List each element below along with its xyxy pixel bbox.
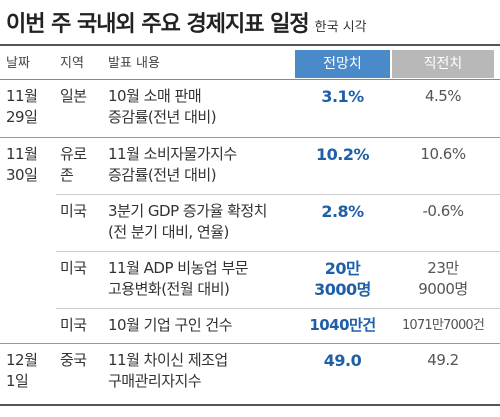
- content-line: 구매관리자지수: [108, 372, 202, 390]
- forecast-value: 10.2%: [315, 145, 370, 164]
- row-content: 11월 소비자물가지수 증감률(전년 대비): [108, 144, 293, 186]
- page-title: 이번 주 국내외 주요 경제지표 일정 한국 시각: [6, 6, 367, 38]
- content-line: 증감률(전년 대비): [108, 108, 217, 126]
- previous-value: 10.6%: [420, 145, 466, 163]
- date-line: 11월: [6, 145, 38, 163]
- forecast-value: 1040만건: [309, 316, 376, 334]
- row-content: 11월 차이신 제조업 구매관리자지수: [108, 350, 293, 392]
- date-line: 11월: [6, 87, 38, 105]
- row-previous: 1071만7000건: [392, 315, 494, 336]
- row-divider: [56, 251, 500, 252]
- row-region: 미국: [60, 201, 104, 222]
- header-forecast: 전망치: [295, 50, 390, 78]
- region-line: 중국: [60, 351, 87, 369]
- header-region: 지역: [60, 56, 84, 71]
- forecast-value: 20만: [324, 259, 361, 278]
- content-line: 고용변화(전월 대비): [108, 280, 230, 298]
- region-line: 미국: [60, 316, 87, 334]
- region-line: 미국: [60, 202, 87, 220]
- previous-value: 9000명: [418, 280, 468, 298]
- content-line: 3분기 GDP 증가율 확정치: [108, 202, 267, 220]
- row-date: 12월 1일: [6, 350, 56, 392]
- content-line: (전 분기 대비, 연율): [108, 223, 229, 241]
- header-divider: [0, 79, 500, 80]
- row-forecast: 3.1%: [295, 86, 390, 107]
- row-content: 11월 ADP 비농업 부문 고용변화(전월 대비): [108, 258, 293, 300]
- row-content: 10월 기업 구인 건수: [108, 315, 293, 336]
- forecast-value: 49.0: [323, 351, 362, 370]
- row-region: 중국: [60, 350, 104, 371]
- header-date: 날짜: [6, 56, 30, 71]
- header-rule: [0, 44, 500, 46]
- content-line: 11월 ADP 비농업 부문: [108, 259, 249, 277]
- row-previous: 4.5%: [392, 86, 494, 107]
- header-previous: 직전치: [392, 50, 494, 78]
- row-forecast: 20만 3000명: [295, 258, 390, 300]
- row-divider: [0, 343, 500, 344]
- row-date: 11월 30일: [6, 144, 56, 186]
- forecast-value: 3000명: [314, 280, 371, 299]
- row-previous: 49.2: [392, 350, 494, 371]
- region-line: 미국: [60, 259, 87, 277]
- date-line: 29일: [6, 108, 38, 126]
- region-line: 존: [60, 166, 74, 184]
- content-line: 10월 기업 구인 건수: [108, 316, 233, 334]
- content-line: 10월 소매 판매: [108, 87, 202, 105]
- previous-value: -0.6%: [422, 202, 464, 220]
- row-region: 유로 존: [60, 144, 104, 186]
- row-previous: 10.6%: [392, 144, 494, 165]
- previous-value: 4.5%: [424, 87, 462, 105]
- previous-value: 49.2: [427, 351, 459, 369]
- previous-value: 1071만7000건: [401, 318, 485, 333]
- row-forecast: 10.2%: [295, 144, 390, 165]
- row-previous: -0.6%: [392, 201, 494, 222]
- title-text: 이번 주 국내외 주요 경제지표 일정: [6, 12, 310, 37]
- forecast-value: 3.1%: [321, 87, 364, 106]
- date-line: 30일: [6, 166, 38, 184]
- content-line: 11월 차이신 제조업: [108, 351, 228, 369]
- forecast-value: 2.8%: [321, 202, 364, 221]
- header-content: 발표 내용: [108, 56, 160, 71]
- bottom-rule: [0, 404, 500, 406]
- row-divider: [56, 194, 500, 195]
- row-divider: [0, 137, 500, 138]
- date-line: 12월: [6, 351, 38, 369]
- row-forecast: 2.8%: [295, 201, 390, 222]
- region-line: 일본: [60, 87, 87, 105]
- row-region: 일본: [60, 86, 104, 107]
- row-content: 3분기 GDP 증가율 확정치 (전 분기 대비, 연율): [108, 201, 293, 243]
- content-line: 11월 소비자물가지수: [108, 145, 237, 163]
- previous-value: 23만: [427, 259, 459, 277]
- row-region: 미국: [60, 258, 104, 279]
- date-line: 1일: [6, 372, 29, 390]
- row-content: 10월 소매 판매 증감률(전년 대비): [108, 86, 293, 128]
- row-forecast: 49.0: [295, 350, 390, 371]
- row-previous: 23만 9000명: [392, 258, 494, 300]
- content-line: 증감률(전년 대비): [108, 166, 217, 184]
- subtitle: 한국 시각: [314, 20, 367, 35]
- row-date: 11월 29일: [6, 86, 56, 128]
- region-line: 유로: [60, 145, 87, 163]
- row-region: 미국: [60, 315, 104, 336]
- row-divider: [56, 308, 500, 309]
- row-forecast: 1040만건: [295, 315, 390, 336]
